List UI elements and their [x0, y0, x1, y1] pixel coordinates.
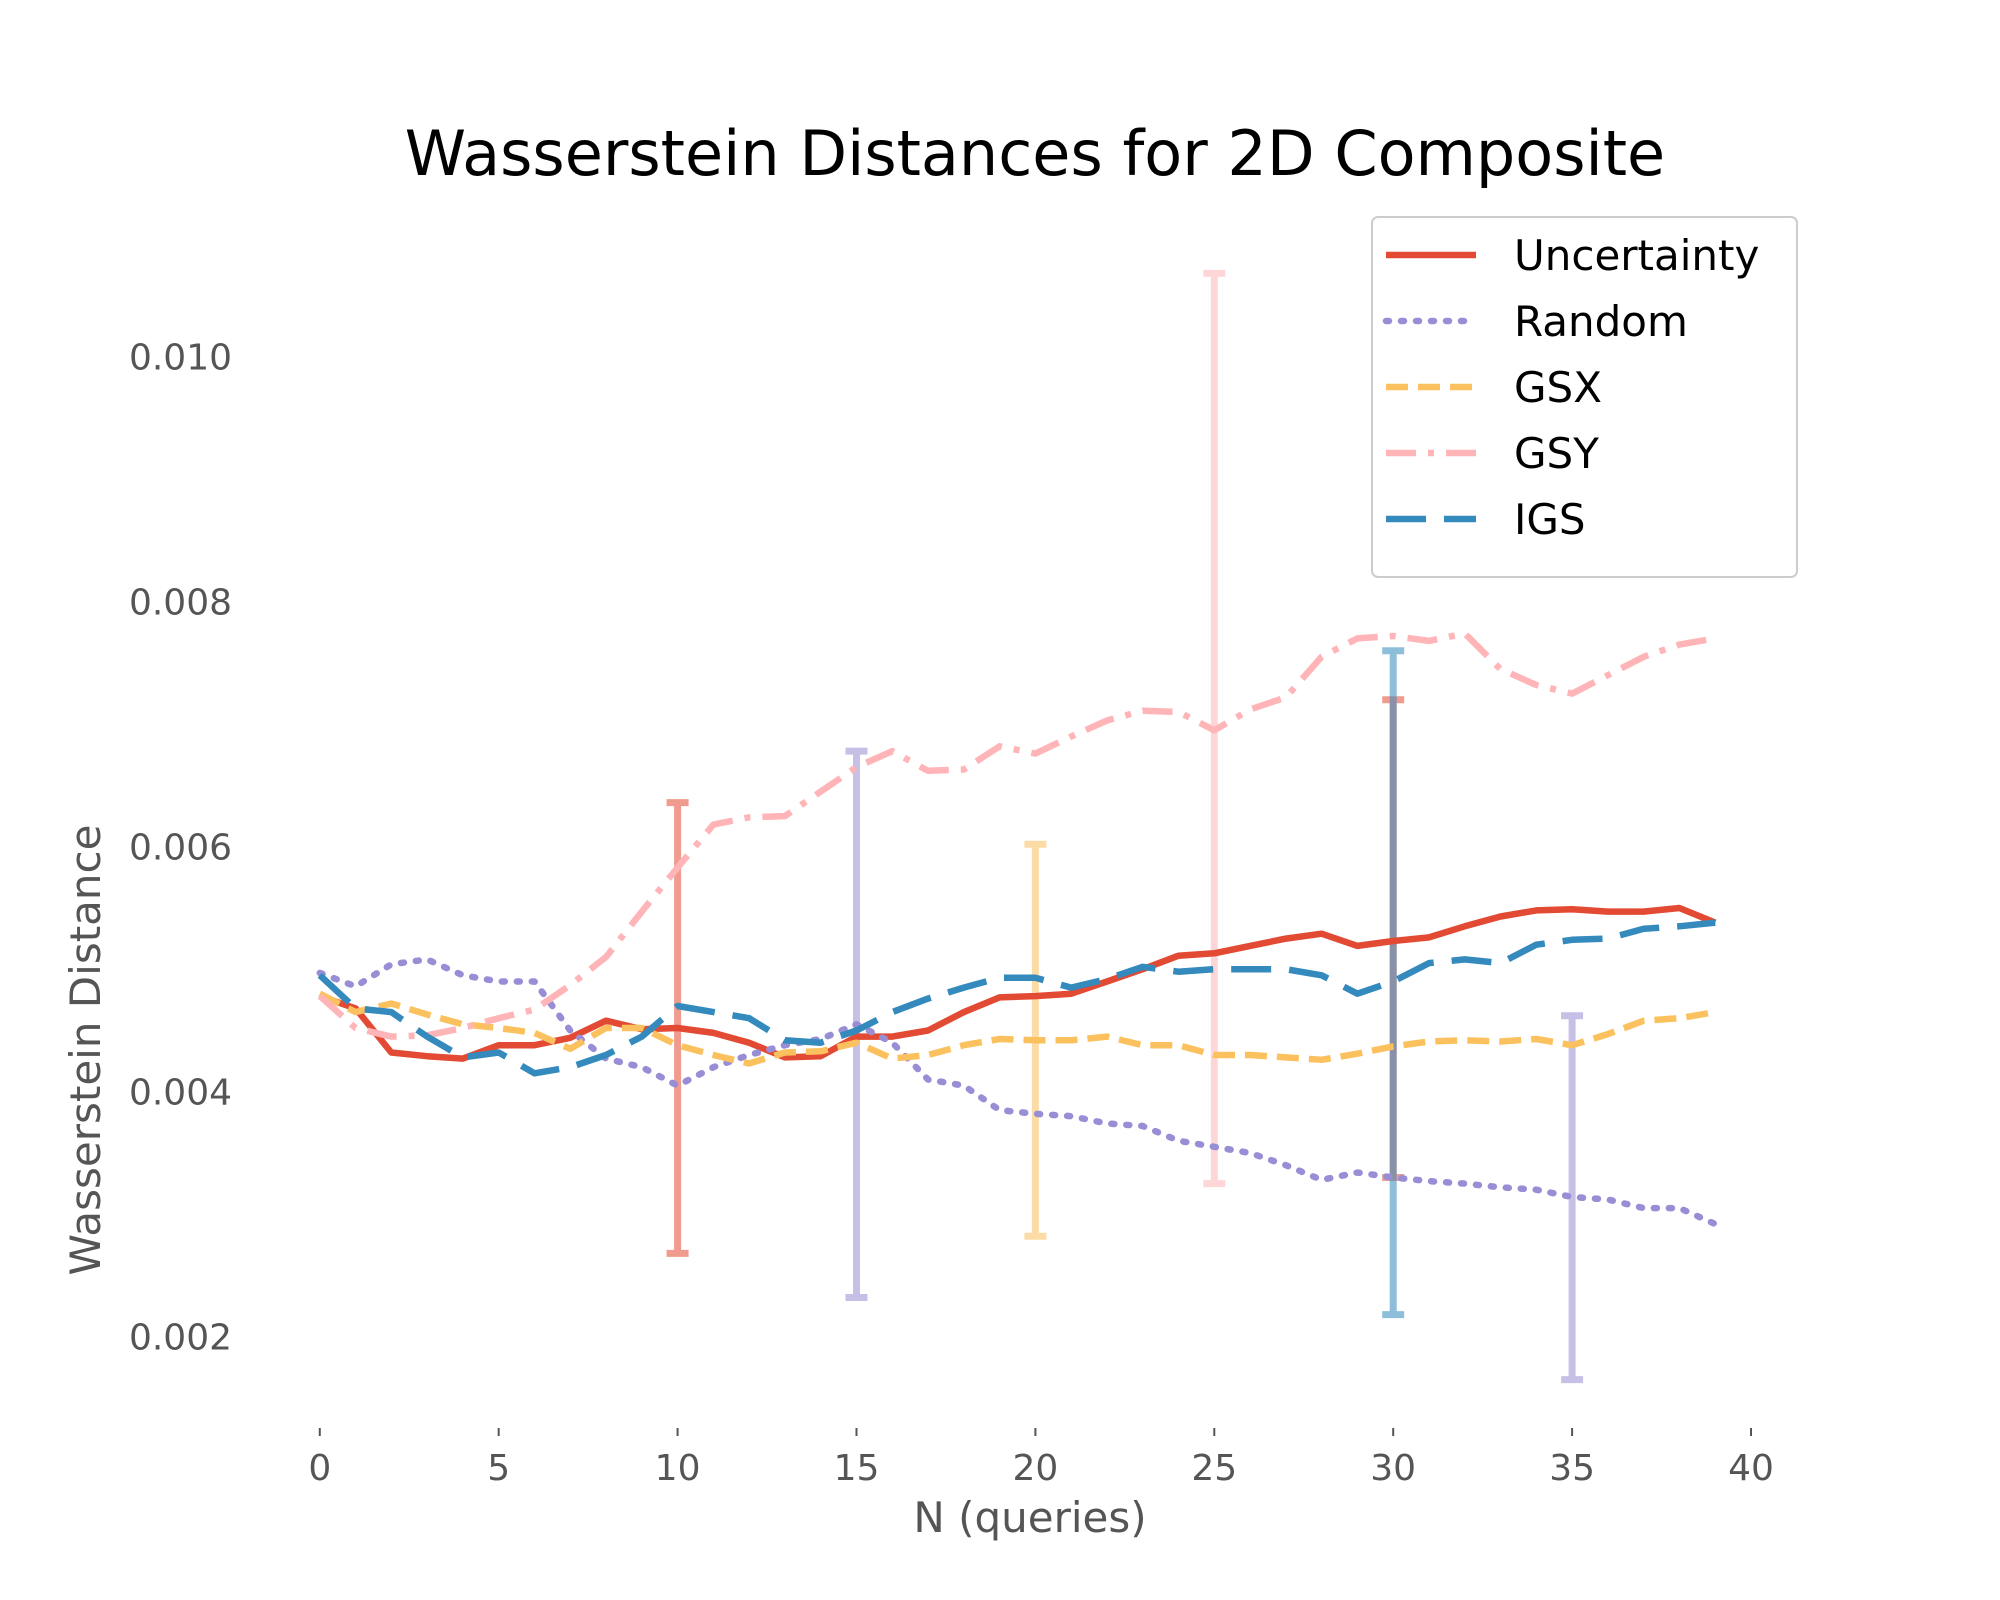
series-line-igs — [317, 919, 1716, 1077]
x-tick-label: 0 — [308, 1448, 331, 1489]
legend: Uncertainty Random GSX GSY IGS — [1371, 216, 1798, 578]
error-bar-igs — [1382, 647, 1405, 1319]
series-lines — [316, 630, 1719, 1228]
y-tick-label: 0.006 — [129, 828, 232, 869]
legend-box — [1371, 216, 1798, 578]
x-tick-label: 20 — [1012, 1448, 1058, 1489]
y-tick-label: 0.008 — [129, 583, 232, 624]
x-tick-label: 10 — [655, 1448, 701, 1489]
y-axis: 0.002 0.004 0.006 0.008 0.010 — [129, 338, 232, 1359]
legend-label: GSY — [1514, 429, 1599, 478]
y-tick-label: 0.002 — [129, 1318, 232, 1359]
x-tick-label: 5 — [487, 1448, 510, 1489]
y-tick-label: 0.010 — [129, 338, 232, 379]
x-axis: 0 5 10 15 20 25 30 35 40 — [308, 1428, 1774, 1489]
legend-label: Random — [1514, 297, 1688, 346]
series-line-gsy — [317, 630, 1716, 1040]
series-line-gsx — [318, 990, 1716, 1067]
series-line-random — [316, 956, 1719, 1228]
legend-entry-gsx: GSX — [1386, 363, 1602, 412]
x-tick-label: 40 — [1728, 1448, 1774, 1489]
x-tick-label: 15 — [834, 1448, 880, 1489]
legend-label: IGS — [1514, 495, 1586, 544]
error-bar-random — [1561, 1012, 1584, 1384]
x-tick-label: 25 — [1191, 1448, 1237, 1489]
x-tick-label: 30 — [1370, 1448, 1416, 1489]
y-tick-label: 0.004 — [129, 1073, 232, 1114]
legend-entry-gsy: GSY — [1386, 429, 1599, 478]
x-axis-label: N (queries) — [913, 1493, 1146, 1542]
legend-entry-random: Random — [1382, 297, 1688, 346]
legend-label: GSX — [1514, 363, 1602, 412]
legend-label: Uncertainty — [1514, 231, 1759, 280]
legend-entry-igs: IGS — [1386, 495, 1586, 544]
legend-entry-uncertainty: Uncertainty — [1386, 231, 1759, 280]
y-axis-label: Wasserstein Distance — [61, 825, 110, 1276]
x-tick-label: 35 — [1549, 1448, 1595, 1489]
chart-title: Wasserstein Distances for 2D Composite — [405, 117, 1665, 190]
